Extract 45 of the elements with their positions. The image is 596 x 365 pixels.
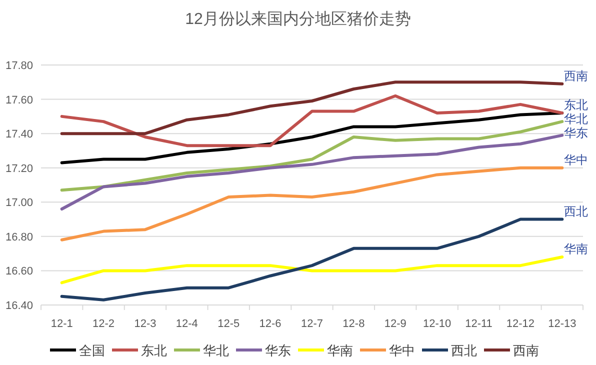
line-series xyxy=(60,166,564,242)
y-tick-label: 17.00 xyxy=(5,197,33,210)
line-series xyxy=(60,134,564,210)
x-tick-label: 12-10 xyxy=(423,318,452,330)
y-tick-label: 16.60 xyxy=(5,266,33,278)
legend-label: 华北 xyxy=(203,343,229,358)
legend-label: 华东 xyxy=(265,343,291,358)
y-tick-label: 17.20 xyxy=(5,162,33,175)
x-tick-label: 12-13 xyxy=(548,318,576,330)
legend-label: 西北 xyxy=(451,343,477,358)
line-series xyxy=(60,218,564,302)
annotation: 西南 xyxy=(564,68,588,83)
y-tick-label: 16.40 xyxy=(5,300,33,312)
x-tick-label: 12-12 xyxy=(506,318,535,330)
x-tick-label: 12-4 xyxy=(176,318,198,330)
annotation: 华中 xyxy=(564,152,588,167)
chart-title: 12月份以来国内分地区猪价走势 xyxy=(185,10,411,28)
y-tick-label: 17.40 xyxy=(5,128,33,141)
y-tick-label: 17.80 xyxy=(5,60,33,72)
x-tick-label: 12-9 xyxy=(384,318,406,330)
x-tick-label: 12-8 xyxy=(342,318,365,330)
annotation: 东北 xyxy=(564,98,588,112)
x-tick-label: 12-7 xyxy=(300,318,324,330)
annotation: 华南 xyxy=(564,242,588,256)
x-tick-label: 12-5 xyxy=(218,318,240,330)
legend-label: 华中 xyxy=(389,343,415,358)
legend-label: 东北 xyxy=(141,343,167,358)
annotation: 华东 xyxy=(564,126,588,140)
annotation: 华北 xyxy=(564,112,588,126)
x-tick-label: 12-1 xyxy=(50,318,73,330)
y-tick-label: 16.80 xyxy=(5,231,33,244)
line-series xyxy=(60,120,564,192)
line-series xyxy=(60,80,564,136)
line-series xyxy=(60,256,564,284)
legend-label: 西南 xyxy=(513,343,539,358)
x-tick-label: 12-3 xyxy=(134,318,156,330)
x-tick-label: 12-6 xyxy=(259,318,282,330)
legend-label: 全国 xyxy=(79,343,105,358)
x-tick-label: 12-11 xyxy=(465,318,492,330)
y-tick-label: 17.60 xyxy=(5,94,33,106)
line-series xyxy=(60,112,564,164)
line-series xyxy=(60,94,564,148)
x-tick-label: 12-2 xyxy=(92,318,115,330)
annotation: 西北 xyxy=(564,204,588,218)
legend-label: 华南 xyxy=(327,343,353,358)
